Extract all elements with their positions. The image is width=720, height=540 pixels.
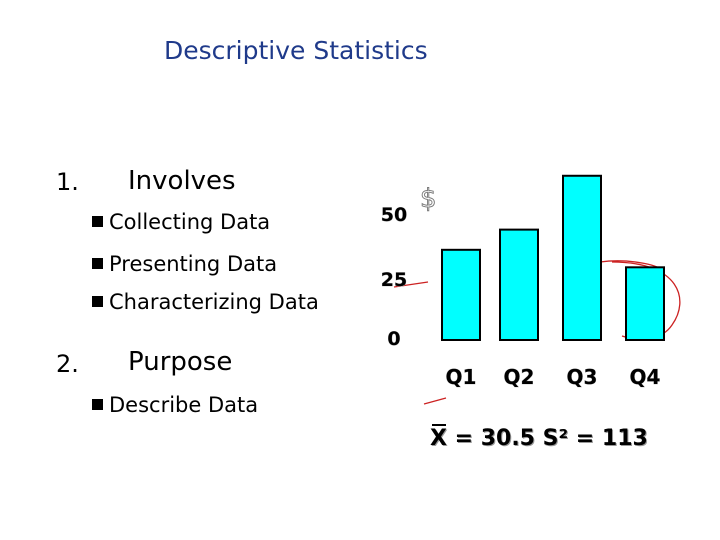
- ytick-label-group: 50 25 0: [380, 204, 407, 351]
- outline-number-1: 1.: [56, 168, 79, 196]
- outline-heading-purpose: Purpose: [128, 347, 233, 377]
- slide-title: Descriptive Statistics: [164, 36, 428, 65]
- bullet-presenting-data: Presenting Data: [92, 252, 277, 276]
- ytick-label-50: 50: [381, 204, 407, 226]
- square-bullet-icon: [92, 399, 103, 410]
- bar-q3: [562, 174, 602, 341]
- ytick-label-25: 25: [381, 269, 407, 291]
- dollar-unit-label: $: [420, 184, 437, 214]
- bar-group: [441, 174, 665, 341]
- bullet-describe-data: Describe Data: [92, 393, 258, 417]
- square-bullet-icon: [92, 258, 103, 269]
- category-label-group: Q1 Q2 Q3 Q4: [445, 365, 661, 390]
- bar-q4: [625, 266, 665, 341]
- bullet-characterizing-data: Characterizing Data: [92, 290, 319, 314]
- x-bar-overline: [432, 424, 446, 426]
- stats-formula: X = 30.5 S² = 113: [430, 426, 648, 451]
- annotation-dash-25: [393, 281, 429, 288]
- category-label-q4: Q4: [630, 365, 661, 389]
- bar-q1: [441, 248, 481, 341]
- annotation-dash-xbar: [423, 397, 447, 405]
- category-label-q1: Q1: [446, 365, 477, 389]
- square-bullet-icon: [92, 296, 103, 307]
- ytick-label-0: 0: [387, 328, 400, 350]
- bullet-collecting-data: Collecting Data: [92, 210, 270, 234]
- square-bullet-icon: [92, 216, 103, 227]
- bar-q2: [499, 228, 539, 341]
- outline-heading-involves: Involves: [128, 166, 236, 196]
- outline-number-2: 2.: [56, 350, 79, 378]
- category-label-q2: Q2: [504, 365, 535, 389]
- category-label-q3: Q3: [567, 365, 598, 389]
